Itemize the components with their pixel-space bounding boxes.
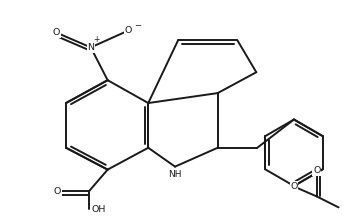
Text: O: O [52, 28, 60, 37]
Text: O: O [290, 182, 298, 191]
Text: O: O [313, 166, 321, 175]
Text: N: N [87, 43, 94, 52]
Text: OH: OH [91, 205, 106, 214]
Text: −: − [134, 21, 141, 30]
Text: O: O [54, 187, 61, 196]
Text: NH: NH [168, 170, 182, 179]
Text: O: O [125, 26, 132, 35]
Text: +: + [93, 35, 99, 44]
